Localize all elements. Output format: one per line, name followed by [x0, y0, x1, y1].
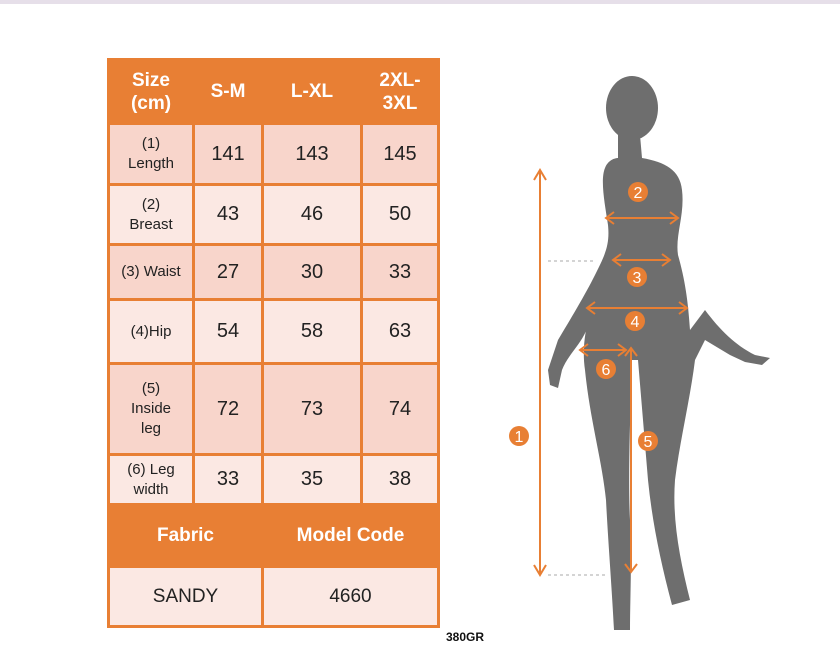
row-label: (5) Inside leg — [107, 362, 195, 456]
row-label: (4)Hip — [107, 298, 195, 365]
size-value: 50 — [360, 183, 440, 246]
size-value: 74 — [360, 362, 440, 456]
size-value: 33 — [360, 243, 440, 301]
fabric-value: SANDY — [107, 565, 264, 628]
marker-label: 2 — [634, 185, 643, 202]
header-size: Size (cm) — [107, 58, 195, 125]
model-code-value: 4660 — [261, 565, 440, 628]
header-s-m: S-M — [192, 58, 264, 125]
measurement-arrows — [533, 168, 689, 577]
row-label: (6) Leg width — [107, 453, 195, 506]
size-value: 43 — [192, 183, 264, 246]
marker-1: 1 — [509, 426, 529, 446]
body-measurement-diagram: 1 2 3 4 5 6 — [509, 76, 770, 630]
body-silhouette — [548, 76, 770, 630]
marker-label: 5 — [644, 434, 653, 451]
size-value: 63 — [360, 298, 440, 365]
table-row: (3) Waist 27 30 33 — [107, 243, 440, 301]
size-value: 46 — [261, 183, 363, 246]
top-border — [0, 0, 840, 4]
table-row: (4)Hip 54 58 63 — [107, 298, 440, 365]
guide-lines — [548, 260, 608, 576]
size-value: 54 — [192, 298, 264, 365]
table-header-row: Size (cm) S-M L-XL 2XL- 3XL — [107, 58, 440, 125]
marker-3: 3 — [627, 267, 647, 287]
marker-2: 2 — [628, 182, 648, 202]
table-row: (6) Leg width 33 35 38 — [107, 453, 440, 506]
size-value: 58 — [261, 298, 363, 365]
marker-label: 3 — [633, 270, 642, 287]
marker-6: 6 — [596, 359, 616, 379]
header-l-xl: L-XL — [261, 58, 363, 125]
marker-5: 5 — [638, 431, 658, 451]
size-value: 73 — [261, 362, 363, 456]
footer-value-row: SANDY 4660 — [107, 565, 440, 628]
size-value: 27 — [192, 243, 264, 301]
marker-4: 4 — [625, 311, 645, 331]
table-row: (1) Length 141 143 145 — [107, 122, 440, 186]
size-value: 143 — [261, 122, 363, 186]
header-fabric: Fabric — [107, 503, 264, 568]
size-chart-table: Size (cm) S-M L-XL 2XL- 3XL (1) Length 14… — [107, 58, 440, 628]
size-value: 72 — [192, 362, 264, 456]
row-label: (3) Waist — [107, 243, 195, 301]
header-model-code: Model Code — [261, 503, 440, 568]
marker-label: 4 — [631, 314, 640, 331]
table-row: (2) Breast 43 46 50 — [107, 183, 440, 246]
size-value: 145 — [360, 122, 440, 186]
marker-label: 6 — [602, 362, 611, 379]
size-value: 30 — [261, 243, 363, 301]
row-label: (1) Length — [107, 122, 195, 186]
size-value: 35 — [261, 453, 363, 506]
footer-header-row: Fabric Model Code — [107, 503, 440, 568]
header-2xl-3xl: 2XL- 3XL — [360, 58, 440, 125]
marker-label: 1 — [515, 429, 524, 446]
size-value: 33 — [192, 453, 264, 506]
row-label: (2) Breast — [107, 183, 195, 246]
table-row: (5) Inside leg 72 73 74 — [107, 362, 440, 456]
size-value: 141 — [192, 122, 264, 186]
size-value: 38 — [360, 453, 440, 506]
fabric-weight: 380GR — [446, 630, 485, 644]
